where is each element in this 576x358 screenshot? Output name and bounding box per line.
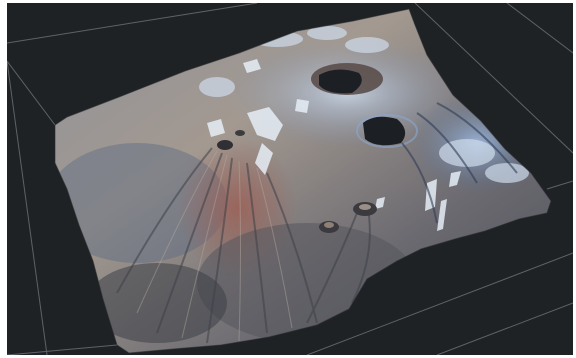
3d-viewport[interactable] [7,3,573,355]
terrain-scene [7,3,573,355]
ground-grid-icon [7,3,573,355]
terrain-mesh-icon [54,8,552,354]
